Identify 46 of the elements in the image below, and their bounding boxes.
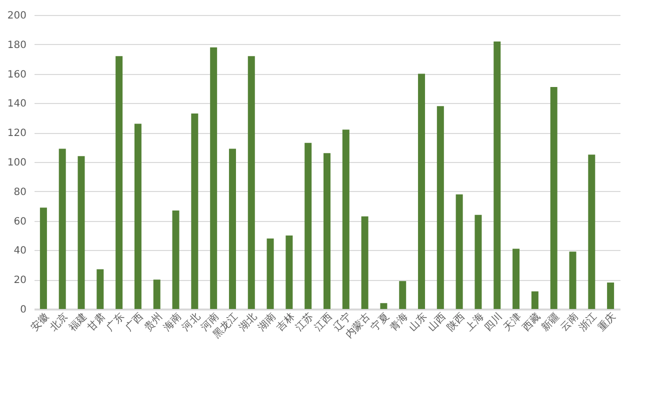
bar xyxy=(456,194,463,309)
bar xyxy=(248,56,255,309)
y-tick-label: 120 xyxy=(7,128,26,140)
bar xyxy=(474,214,482,309)
bar xyxy=(588,154,596,309)
bar xyxy=(380,303,388,309)
bar xyxy=(210,47,218,309)
bar xyxy=(494,41,501,309)
y-tick-label: 60 xyxy=(14,216,26,228)
bar xyxy=(418,74,426,309)
bar xyxy=(512,248,520,309)
bar xyxy=(607,282,614,309)
bar xyxy=(399,281,406,309)
bar xyxy=(342,130,350,309)
bar xyxy=(550,87,558,309)
bar xyxy=(266,238,274,309)
y-tick-label: 200 xyxy=(7,10,26,22)
x-tick-label: 陕西 xyxy=(444,310,468,334)
bar xyxy=(304,142,312,309)
bar xyxy=(361,216,368,309)
x-tick-label: 重庆 xyxy=(596,310,618,334)
bar xyxy=(286,236,293,309)
y-tick-label: 0 xyxy=(20,304,26,316)
bar xyxy=(40,208,47,309)
y-tick-label: 40 xyxy=(14,246,26,257)
bar xyxy=(96,269,104,309)
bar xyxy=(153,280,160,309)
x-tick-label: 安徽 xyxy=(28,310,52,334)
bar xyxy=(531,291,538,309)
bar xyxy=(191,113,198,309)
bar xyxy=(324,153,330,309)
y-tick-label: 20 xyxy=(14,275,26,286)
x-tick-label: 四川 xyxy=(482,310,505,334)
bar xyxy=(436,106,444,309)
bar xyxy=(569,252,576,309)
bar xyxy=(134,124,142,309)
y-tick-label: 140 xyxy=(7,98,26,110)
y-tick-label: 100 xyxy=(7,158,26,168)
bar xyxy=(228,148,236,309)
y-tick-label: 180 xyxy=(7,40,26,51)
bar xyxy=(58,148,66,309)
bar xyxy=(78,156,85,309)
bar xyxy=(172,210,180,309)
bar xyxy=(116,56,123,309)
y-tick-label: 80 xyxy=(14,186,26,198)
y-tick-label: 160 xyxy=(7,69,26,80)
